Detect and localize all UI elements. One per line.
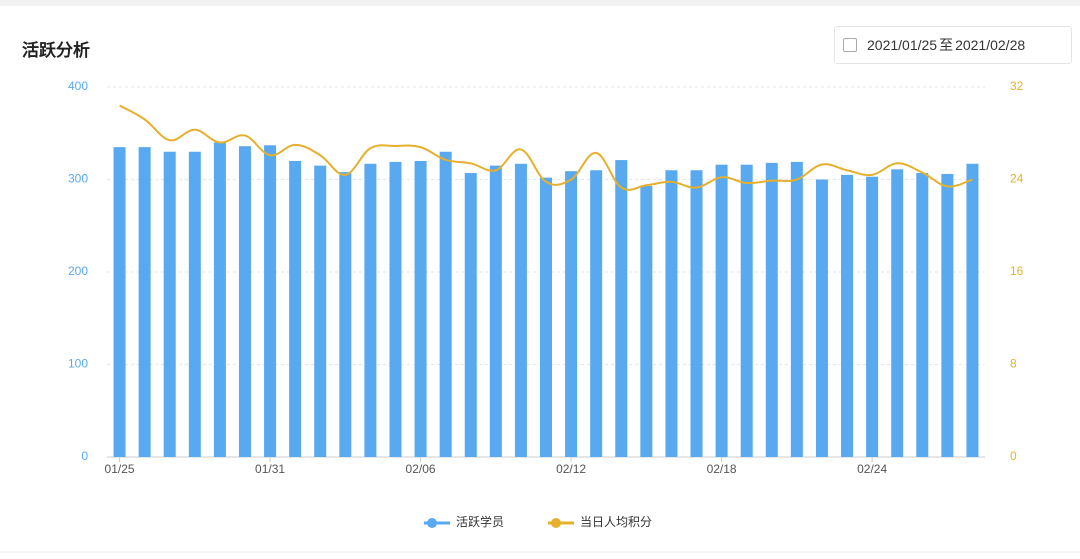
y-tick-label: 100 [68, 357, 88, 371]
date-start: 2021/01/25 [867, 37, 938, 53]
legend-label[interactable]: 当日人均积分 [580, 515, 652, 529]
bar [540, 177, 552, 457]
bar [565, 171, 578, 458]
bar [489, 165, 502, 457]
bar [715, 164, 728, 457]
x-tick-label: 01/31 [255, 462, 285, 476]
bar [113, 147, 126, 457]
bar [941, 173, 954, 457]
y-tick-label: 200 [68, 264, 88, 278]
legend-label[interactable]: 活跃学员 [456, 514, 504, 529]
x-tick-label: 02/06 [406, 462, 436, 476]
legend-icon [551, 518, 561, 528]
bar [916, 173, 929, 457]
bar [765, 162, 778, 457]
x-tick-label: 02/24 [857, 462, 887, 476]
bar [464, 173, 477, 457]
date-end: 2021/02/28 [955, 37, 1026, 53]
legend-icon [427, 518, 437, 528]
y2-tick-label: 16 [1010, 264, 1024, 278]
bar [690, 170, 703, 457]
y2-tick-label: 8 [1010, 357, 1017, 371]
bar [615, 160, 628, 457]
bar [188, 151, 201, 457]
x-tick-label: 02/18 [707, 462, 737, 476]
calendar-icon [843, 38, 857, 52]
y-tick-label: 0 [81, 449, 88, 463]
bar [815, 179, 828, 457]
bar [238, 146, 251, 457]
y2-tick-label: 24 [1010, 172, 1024, 186]
bar [264, 145, 277, 457]
bar [866, 176, 879, 457]
y2-tick-label: 32 [1010, 79, 1024, 93]
bar [389, 161, 402, 458]
date-separator: 至 [939, 37, 954, 53]
bar [790, 161, 803, 458]
x-tick-label: 02/12 [556, 462, 586, 476]
bar [339, 172, 352, 457]
bar [514, 163, 527, 457]
bar [665, 170, 678, 457]
bar [138, 147, 151, 457]
bar [414, 161, 427, 457]
bar [740, 164, 753, 457]
y-tick-label: 300 [68, 172, 88, 186]
y-tick-label: 400 [68, 79, 88, 93]
bar [439, 151, 452, 457]
bar [891, 169, 904, 457]
bar [213, 142, 226, 457]
line [119, 104, 973, 191]
section-title: 活跃分析 [22, 41, 90, 60]
y2-tick-label: 0 [1010, 449, 1017, 463]
bar [163, 151, 176, 457]
bar [640, 185, 653, 457]
date-range-picker[interactable]: 2021/01/25 至 2021/02/28 [834, 26, 1072, 64]
bar [841, 174, 854, 457]
bar [966, 163, 979, 457]
bar [289, 161, 302, 457]
bar [590, 170, 603, 457]
top-bar [0, 0, 1080, 6]
bar [314, 165, 327, 457]
bar [364, 163, 377, 457]
x-tick-label: 01/25 [105, 462, 135, 476]
